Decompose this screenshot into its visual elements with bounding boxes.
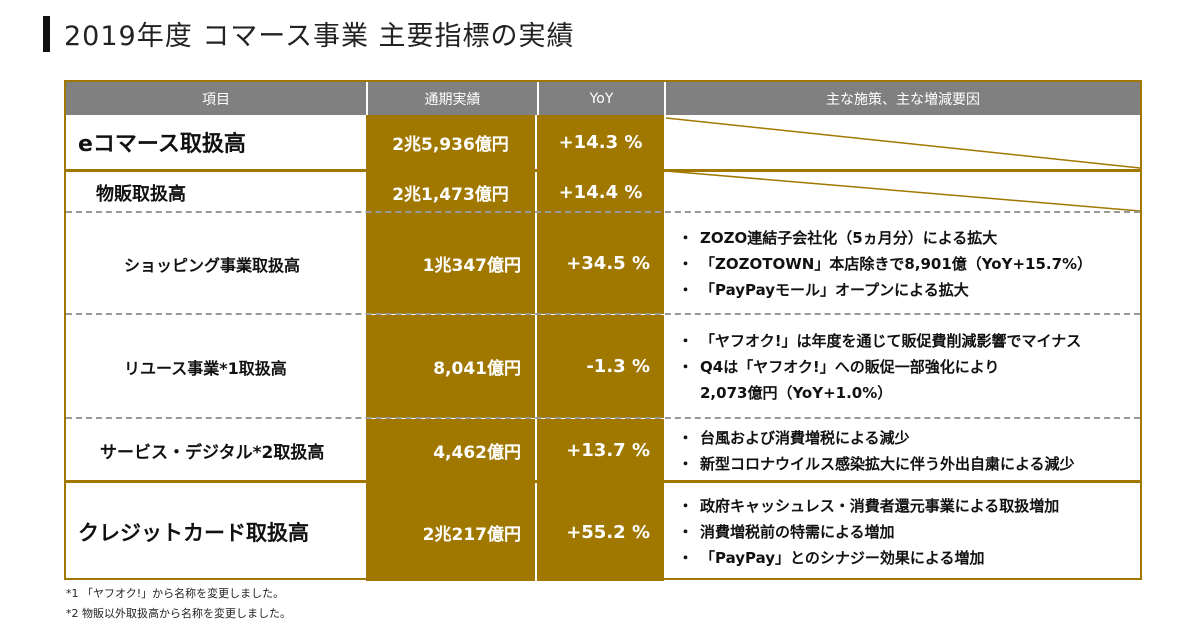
header-factors: 主な施策、主な増減要因: [666, 82, 1140, 115]
row-value: 2兆217億円: [366, 483, 537, 581]
row-yoy: +13.7 %: [537, 419, 664, 482]
note-item: ・「ZOZOTOWN」本店除きで8,901億（YoY+15.7%）: [678, 254, 1093, 273]
row-item: 物販取扱高: [96, 183, 186, 205]
table-row: リユース事業*1取扱高 8,041億円 -1.3 % ・「ヤフオク!」は年度を通…: [66, 313, 1140, 418]
table-row: クレジットカード取扱高 2兆217億円 +55.2 % ・政府キャッシュレス・消…: [66, 480, 1140, 581]
row-notes: ・ ZOZO連結子会社化（5ヵ月分）による拡大 ・「ZOZOTOWN」本店除きで8…: [666, 213, 1140, 314]
row-yoy: -1.3 %: [537, 315, 664, 418]
row-item: クレジットカード取扱高: [78, 521, 309, 545]
row-yoy: +14.3 %: [537, 115, 664, 169]
footnote: *2 物販以外取扱高から名称を変更しました。: [66, 607, 291, 620]
diagonal-line: [666, 117, 1140, 169]
row-notes: ・「ヤフオク!」は年度を通じて販促費削減影響でマイナス ・ Q4は「ヤフオク!」へ…: [666, 315, 1140, 418]
diagonal-line: [666, 170, 1140, 212]
note-item: ・ ZOZO連結子会社化（5ヵ月分）による拡大: [678, 228, 998, 247]
title-accent-bar: [43, 16, 50, 52]
row-notes: ・政府キャッシュレス・消費者還元事業による取扱増加 ・消費増税前の特需による増加…: [666, 483, 1140, 581]
kpi-table: 項目 通期実績 YoY 主な施策、主な増減要因 eコマース取扱高 2兆5,936…: [64, 80, 1142, 581]
note-item: ・「PayPayモール」オープンによる拡大: [678, 280, 969, 299]
row-item: サービス・デジタル*2取扱高: [100, 443, 325, 463]
note-item: ・ Q4は「ヤフオク!」への販促一部強化により: [678, 357, 1000, 376]
note-item: ・新型コロナウイルス感染拡大に伴う外出自粛による減少: [678, 454, 1075, 473]
row-item: ショッピング事業取扱高: [124, 255, 301, 275]
header-yoy: YoY: [539, 82, 666, 115]
row-yoy: +34.5 %: [537, 213, 664, 314]
note-item: ・台風および消費増税による減少: [678, 428, 910, 447]
header-result: 通期実績: [368, 82, 539, 115]
row-yoy: +14.4 %: [537, 172, 664, 213]
note-item: ・消費増税前の特需による増加: [678, 523, 895, 541]
footnote: *1 「ヤフオク!」から名称を変更しました。: [66, 587, 285, 600]
row-value: 1兆347億円: [366, 213, 537, 314]
table-row: 物販取扱高 2兆1,473億円 +14.4 %: [66, 169, 1140, 213]
table-row: ショッピング事業取扱高 1兆347億円 +34.5 % ・ ZOZO連結子会社化（…: [66, 211, 1140, 314]
note-item: ・「ヤフオク!」は年度を通じて販促費削減影響でマイナス: [678, 331, 1082, 350]
row-yoy: +55.2 %: [537, 483, 664, 581]
row-value: 4,462億円: [366, 419, 537, 482]
table-row: サービス・デジタル*2取扱高 4,462億円 +13.7 % ・台風および消費増…: [66, 417, 1140, 482]
note-item: ・政府キャッシュレス・消費者還元事業による取扱増加: [678, 497, 1060, 515]
note-item: 2,073億円（YoY+1.0%）: [700, 383, 893, 402]
row-value: 2兆5,936億円: [366, 115, 537, 169]
note-item: ・「PayPay」とのシナジー効果による増加: [678, 549, 985, 567]
row-value: 2兆1,473億円: [366, 172, 537, 213]
page-title: 2019年度 コマース事業 主要指標の実績: [64, 21, 575, 52]
row-value: 8,041億円: [366, 315, 537, 418]
header-item: 項目: [66, 82, 368, 115]
table-row: eコマース取扱高 2兆5,936億円 +14.3 %: [66, 115, 1140, 169]
diagonal-lines: [666, 117, 1140, 212]
row-notes: ・台風および消費増税による減少 ・新型コロナウイルス感染拡大に伴う外出自粛による…: [666, 419, 1140, 482]
row-item: eコマース取扱高: [78, 132, 246, 157]
row-item: リユース事業*1取扱高: [124, 358, 287, 378]
